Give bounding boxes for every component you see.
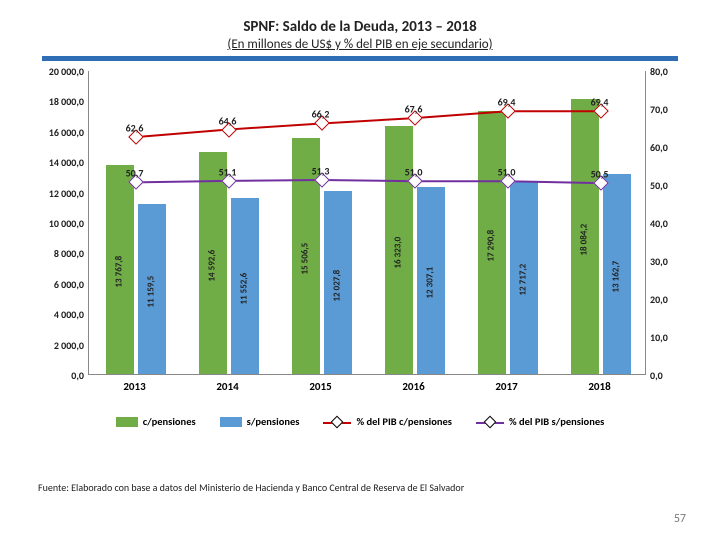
bar-label: 14 592,6: [206, 250, 217, 282]
line-label: 50,7: [126, 167, 144, 180]
line-label: 51,3: [312, 164, 330, 177]
y1-tick: 14 000,0: [28, 156, 84, 169]
legend-item: % del PIB c/pensiones: [323, 415, 452, 428]
bar-label: 17 290,8: [485, 229, 496, 261]
source-footer: Fuente: Elaborado con base a datos del M…: [38, 481, 464, 494]
y2-tick: 10,0: [650, 331, 692, 344]
y1-tick: 2 000,0: [28, 339, 84, 352]
legend-item: c/pensiones: [116, 415, 196, 428]
bar-label: 18 084,2: [578, 223, 589, 255]
y2-tick: 30,0: [650, 255, 692, 268]
y1-tick: 18 000,0: [28, 95, 84, 108]
y2-tick: 0,0: [650, 369, 692, 382]
chart-title: SPNF: Saldo de la Deuda, 2013 – 2018: [28, 18, 692, 36]
line-label: 66,2: [312, 108, 330, 121]
y1-tick: 0,0: [28, 369, 84, 382]
line-label: 51,1: [219, 165, 237, 178]
page-number: 57: [674, 512, 686, 526]
plot-area: [88, 71, 646, 375]
y1-tick: 10 000,0: [28, 217, 84, 230]
line-label: 50,5: [591, 167, 609, 180]
line-label: 67,6: [405, 103, 423, 116]
x-tick: 2016: [402, 380, 424, 393]
y2-tick: 70,0: [650, 103, 692, 116]
line-label: 64,6: [219, 114, 237, 127]
y1-tick: 12 000,0: [28, 187, 84, 200]
line-label: 51,0: [405, 166, 423, 179]
y2-tick: 60,0: [650, 141, 692, 154]
line-label: 51,0: [498, 166, 516, 179]
title-underline: [42, 56, 678, 61]
x-tick: 2017: [495, 380, 517, 393]
y1-tick: 8 000,0: [28, 247, 84, 260]
bar-label: 16 323,0: [392, 236, 403, 268]
y1-tick: 4 000,0: [28, 308, 84, 321]
bar-label: 11 159,5: [145, 276, 156, 308]
bar-label: 11 552,6: [238, 273, 249, 305]
bar-label: 13 162,7: [610, 260, 621, 292]
x-tick: 2018: [588, 380, 610, 393]
line-label: 69,4: [498, 96, 516, 109]
bar-label: 12 717,2: [517, 264, 528, 296]
legend-item: s/pensiones: [220, 415, 300, 428]
y2-tick: 20,0: [650, 293, 692, 306]
line-label: 69,4: [591, 96, 609, 109]
bar-label: 15 506,5: [299, 243, 310, 275]
y2-tick: 40,0: [650, 217, 692, 230]
y1-tick: 20 000,0: [28, 65, 84, 78]
chart-subtitle: (En millones de US$ y % del PIB en eje s…: [28, 37, 692, 52]
bar-label: 13 767,8: [113, 256, 124, 288]
x-tick: 2015: [309, 380, 331, 393]
y2-tick: 50,0: [650, 179, 692, 192]
y2-tick: 80,0: [650, 65, 692, 78]
y1-tick: 16 000,0: [28, 126, 84, 139]
legend: c/pensiones s/pensiones % del PIB c/pensio…: [28, 415, 692, 428]
y1-tick: 6 000,0: [28, 278, 84, 291]
bar-label: 12 027,8: [331, 269, 342, 301]
legend-item: % del PIB s/pensiones: [476, 415, 604, 428]
x-tick: 2013: [123, 380, 145, 393]
bar-label: 12 307,1: [424, 267, 435, 299]
x-tick: 2014: [216, 380, 238, 393]
chart-area: 0,0 2 000,0 4 000,0 6 000,0 8 000,0 10 000,0 1…: [28, 71, 692, 411]
line-label: 62,6: [126, 122, 144, 135]
